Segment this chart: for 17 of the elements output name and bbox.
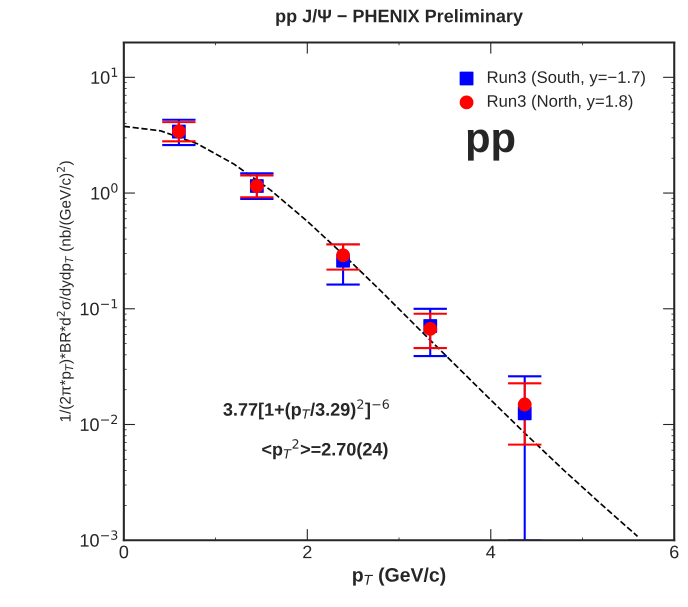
y-tick-label: 10$^{−1}$ — [80, 299, 118, 316]
y-tick-label: 10$^{1}$ — [91, 68, 118, 84]
annotation: 3.77[1+(p$_{T}$/3.29)$^{2}$]$^{−6}$ — [223, 399, 389, 420]
legend-label: Run3 (South, y=−1.7) — [488, 70, 645, 86]
y-tick-label: 10$^{0}$ — [91, 183, 118, 200]
x-tick-label: 2 — [303, 546, 312, 558]
annotation: <p$_{T}$$^{2}$>=2.70(24) — [262, 439, 388, 460]
legend-label: Run3 (North, y=1.8) — [488, 94, 632, 110]
x-tick-label: 6 — [670, 546, 678, 558]
x-tick-label: 0 — [120, 546, 128, 558]
x-axis-title: p$_{T}$ (GeV/c) — [353, 567, 446, 586]
y-tick-label: 10$^{−3}$ — [80, 530, 118, 547]
annotation: pp — [468, 130, 514, 161]
chart-title: pp J/Ψ − PHENIX Preliminary — [276, 9, 523, 26]
text: 1/(2π*p$_{T}$)*BR*d$^{2}$σ/dydp$_{T}$ (nb/(GeV/c)$^{2}$) — [56, 161, 74, 422]
x-tick-label: 4 — [486, 546, 496, 558]
y-tick-label: 10$^{−2}$ — [80, 414, 118, 432]
